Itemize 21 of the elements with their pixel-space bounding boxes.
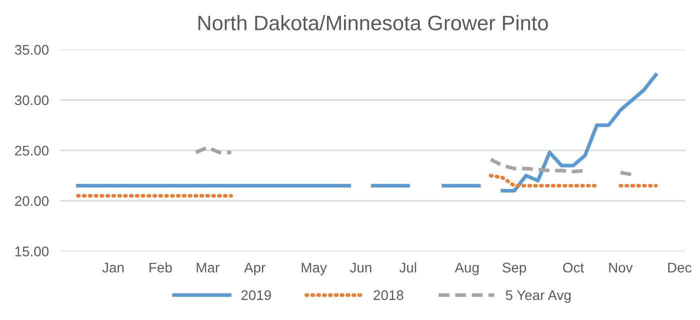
- x-tick-label: Mar: [196, 262, 220, 273]
- x-tick-label: Jan: [102, 262, 124, 273]
- chart-title: North Dakota/Minnesota Grower Pinto: [198, 15, 548, 30]
- y-tick-label: 20.00: [15, 196, 49, 206]
- x-tick-label: Sep: [502, 262, 526, 276]
- legend-label: 2018: [374, 290, 404, 300]
- x-tick-label: Oct: [563, 262, 584, 273]
- legend-label: 2019: [241, 290, 271, 300]
- y-tick-label: 35.00: [14, 44, 49, 55]
- x-tick-label: Feb: [150, 262, 172, 273]
- x-tick-label: May: [302, 262, 327, 276]
- x-tick-label: Dec: [668, 262, 692, 273]
- y-tick-label: 30.00: [14, 95, 49, 106]
- x-tick-label: Jun: [350, 262, 372, 273]
- x-tick-label: Nov: [609, 262, 633, 273]
- x-tick-label: Apr: [244, 262, 266, 276]
- y-tick-label: 25.00: [15, 146, 49, 156]
- legend-label: 5 Year Avg: [506, 290, 571, 303]
- y-tick-label: 15.00: [15, 246, 49, 256]
- x-tick-label: Jul: [399, 262, 416, 273]
- x-tick-label: Aug: [454, 262, 479, 276]
